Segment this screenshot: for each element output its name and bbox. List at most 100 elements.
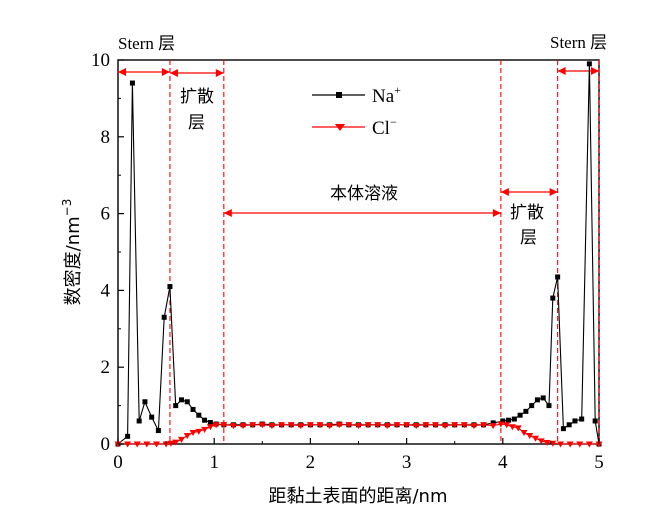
cl-point xyxy=(345,422,353,429)
na-point xyxy=(566,422,572,428)
cl-point xyxy=(431,422,439,429)
na-point xyxy=(184,399,190,405)
svg-text:Cl−: Cl− xyxy=(372,115,397,139)
cl-point xyxy=(508,424,516,431)
cl-point xyxy=(220,422,228,429)
na-point xyxy=(125,433,131,439)
cl-point xyxy=(306,422,314,429)
region-boundaries xyxy=(169,60,600,444)
x-tick-label: 1 xyxy=(209,452,219,473)
cl-point xyxy=(355,423,362,430)
cl-point xyxy=(229,423,237,430)
cl-point xyxy=(557,441,565,448)
cl-point xyxy=(383,423,391,430)
cl-point xyxy=(124,441,132,448)
na-point xyxy=(523,408,529,414)
na-point xyxy=(572,418,578,424)
cl-point xyxy=(167,440,175,447)
arrow-stern-right-head-right xyxy=(591,67,599,75)
cl-point xyxy=(201,426,209,433)
cl-point xyxy=(537,438,545,445)
na-point xyxy=(586,61,592,67)
cl-point xyxy=(470,423,478,430)
na-point xyxy=(202,417,208,423)
arrow-bulk-head-left xyxy=(223,209,232,217)
na-point xyxy=(155,428,161,434)
arrow-diffuse-left-head-right xyxy=(215,69,224,77)
y-tick-label: 6 xyxy=(101,204,111,225)
na-point xyxy=(555,274,561,280)
x-tick-label: 3 xyxy=(402,452,412,473)
diffuse-right-label-1: 扩散 xyxy=(510,203,544,223)
cl-point xyxy=(460,422,468,429)
cl-point xyxy=(595,441,603,448)
legend-cl-label: Cl xyxy=(372,118,390,139)
na-point xyxy=(149,414,155,420)
na-point xyxy=(136,418,142,424)
cl-point xyxy=(183,433,191,440)
na-point xyxy=(550,295,556,301)
cl-point xyxy=(576,441,584,448)
cl-point xyxy=(212,422,220,429)
cl-point xyxy=(514,425,522,432)
na-point xyxy=(511,416,517,422)
arrow-bulk-head-right xyxy=(492,209,501,217)
cl-point xyxy=(585,441,593,448)
na-point xyxy=(500,418,506,424)
cl-point xyxy=(520,429,528,436)
cl-point xyxy=(206,424,214,431)
series-layer xyxy=(114,61,603,448)
cl-point xyxy=(422,422,430,429)
na-point xyxy=(161,314,167,320)
na-point xyxy=(592,418,598,424)
y-tick-label: 8 xyxy=(101,127,111,148)
cl-point xyxy=(412,423,420,430)
cl-point xyxy=(172,439,180,446)
y-tick-label: 0 xyxy=(101,434,111,455)
cl-point xyxy=(566,441,574,448)
na-point xyxy=(546,403,552,409)
cl-point xyxy=(195,428,203,435)
axis-ticks: 0 1 2 3 4 5 0 2 4 6 8 10 xyxy=(91,50,604,473)
legend-na-label: Na xyxy=(372,86,395,107)
cl-point xyxy=(374,422,382,429)
diffuse-left-label-1: 扩散 xyxy=(180,87,214,107)
cl-point xyxy=(297,423,305,430)
cl-point xyxy=(489,423,497,430)
na-point xyxy=(173,403,179,409)
y-axis-title-sup: −3 xyxy=(60,199,74,217)
legend-entry-cl: Cl− xyxy=(312,115,397,139)
cl-point xyxy=(177,436,185,443)
cl-point xyxy=(268,423,276,430)
x-tick-label: 5 xyxy=(594,452,604,473)
cl-point xyxy=(335,422,343,429)
na-point xyxy=(540,395,546,401)
cl-point xyxy=(249,422,257,429)
diffuse-left-label-2: 层 xyxy=(188,113,205,133)
x-tick-label: 2 xyxy=(306,452,316,473)
y-tick-label: 4 xyxy=(101,280,111,301)
cl-point xyxy=(480,422,488,429)
cl-point xyxy=(316,422,324,429)
na-point xyxy=(178,397,184,403)
cl-point xyxy=(258,422,266,429)
bulk-solution-label: 本体溶液 xyxy=(330,184,398,204)
na-point xyxy=(196,412,202,418)
diffuse-right-label-2: 层 xyxy=(520,228,537,248)
cl-point xyxy=(143,441,151,448)
cl-point xyxy=(543,439,551,446)
na-point xyxy=(506,417,512,423)
na-point xyxy=(142,399,148,405)
stern-right-label: Stern 层 xyxy=(550,33,607,52)
legend-cl-sup: − xyxy=(390,115,397,129)
arrow-diffuse-right-head-left xyxy=(500,188,509,196)
cl-point xyxy=(441,423,449,430)
na-point xyxy=(579,416,585,422)
cl-point xyxy=(239,423,247,430)
cl-point xyxy=(287,422,295,429)
na-point xyxy=(529,403,535,409)
cl-point xyxy=(152,441,160,448)
x-tick-label: 4 xyxy=(498,452,508,473)
arrow-stern-left-head-left xyxy=(118,68,126,76)
